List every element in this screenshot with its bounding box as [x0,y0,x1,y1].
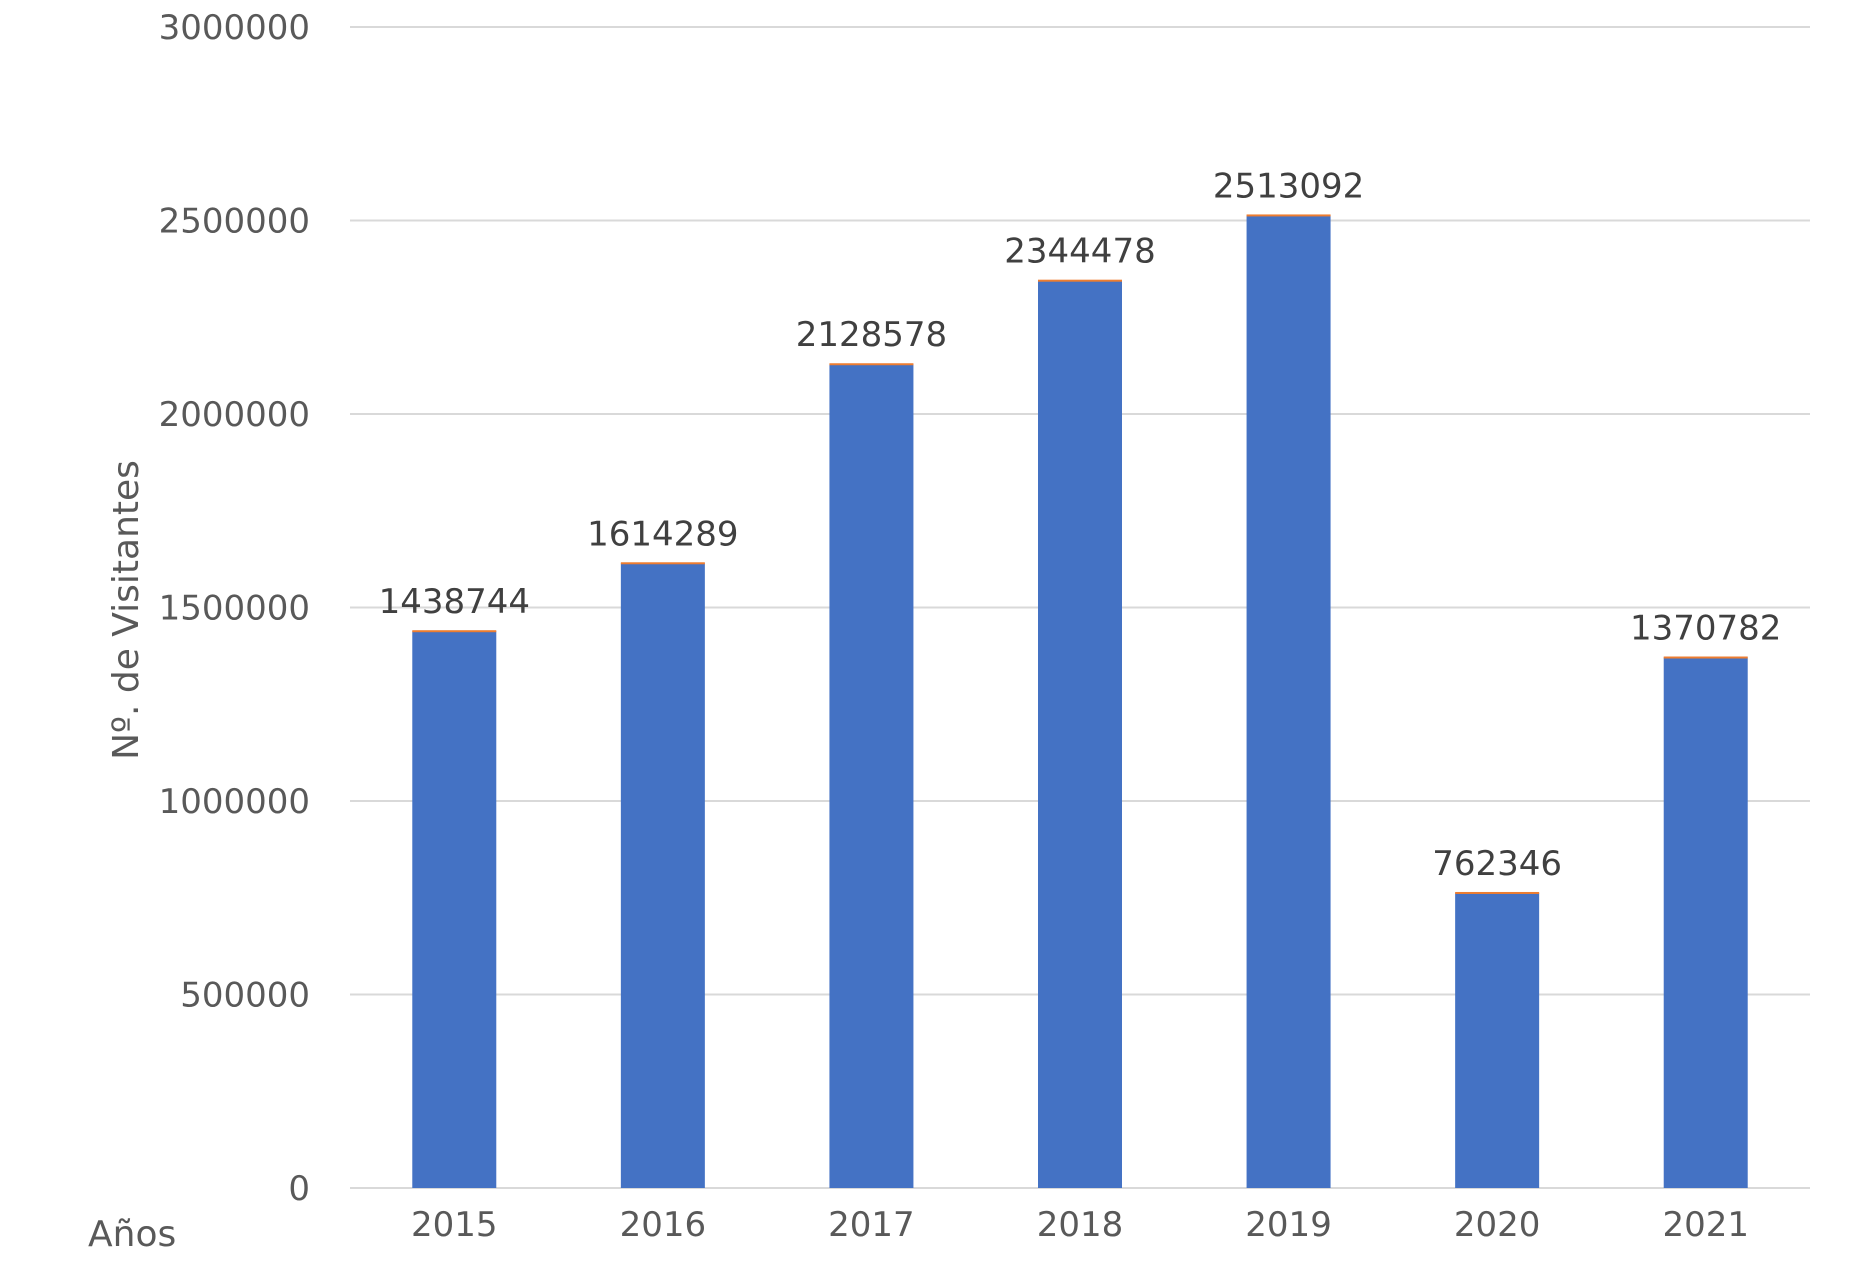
y-tick-label: 1500000 [159,589,310,629]
bar [1455,892,1540,1188]
bar-top-edge [829,363,914,366]
bar-top-edge [1038,279,1122,282]
bars [412,214,1748,1188]
data-label: 1614289 [587,514,738,554]
data-label: 2128578 [796,315,947,355]
bar [620,563,705,1188]
bar [829,364,914,1188]
x-tick-label: 2016 [620,1205,707,1245]
x-tick-label: 2018 [1037,1205,1124,1245]
x-axis-ticks: 2015 2016 2017 2018 2019 2020 2021 [411,1205,1749,1245]
data-label: 762346 [1432,844,1562,884]
bar-top-edge [620,562,705,565]
x-tick-label: 2020 [1454,1205,1541,1245]
x-tick-label: 2017 [828,1205,915,1245]
x-tick-label: 2019 [1245,1205,1332,1245]
y-tick-label: 0 [288,1169,310,1209]
bar [412,631,497,1188]
bar-top-edge [412,630,497,633]
y-axis-title: Nº. de Visitantes [106,460,147,760]
x-tick-label: 2015 [411,1205,498,1245]
bar-top-edge [1663,656,1748,659]
y-tick-label: 2500000 [159,202,310,242]
y-tick-label: 500000 [180,976,310,1016]
x-axis-title: Años [88,1214,176,1255]
bar-top-edge [1246,214,1331,217]
bar-top-edge [1455,891,1540,894]
data-labels: 1438744 1614289 2128578 2344478 2513092 76234… [379,166,1782,884]
y-tick-label: 1000000 [159,782,310,822]
bar [1246,215,1331,1188]
data-label: 2513092 [1213,166,1364,206]
bar [1663,657,1748,1188]
data-label: 2344478 [1004,232,1155,272]
bar [1038,280,1122,1188]
y-tick-label: 2000000 [159,395,310,435]
data-label: 1370782 [1630,609,1781,649]
y-tick-label: 3000000 [159,8,310,48]
data-label: 1438744 [379,582,530,622]
x-tick-label: 2021 [1662,1205,1749,1245]
y-axis-ticks: 0 500000 1000000 1500000 2000000 2500000 30000… [159,8,310,1209]
